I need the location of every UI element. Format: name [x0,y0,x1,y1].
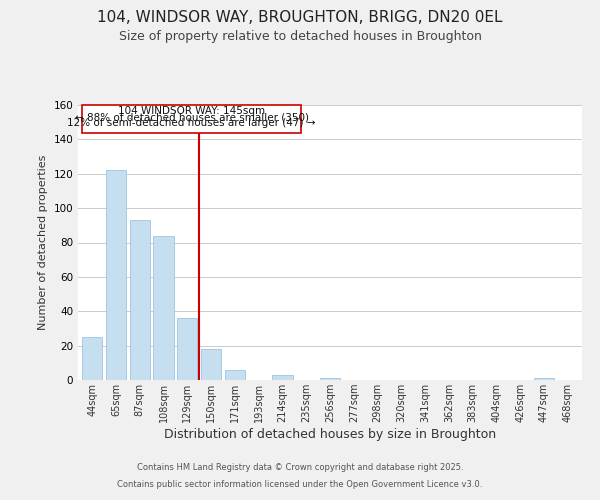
Bar [106,170,126,380]
Text: 12% of semi-detached houses are larger (47) →: 12% of semi-detached houses are larger (… [67,118,316,128]
Bar [225,370,245,380]
X-axis label: Distribution of detached houses by size in Broughton: Distribution of detached houses by size … [164,428,496,441]
Bar [82,337,103,380]
FancyBboxPatch shape [82,105,301,134]
Bar [534,378,554,380]
Text: Size of property relative to detached houses in Broughton: Size of property relative to detached ho… [119,30,481,43]
Bar [130,220,150,380]
Y-axis label: Number of detached properties: Number of detached properties [38,155,48,330]
Text: 104 WINDSOR WAY: 145sqm: 104 WINDSOR WAY: 145sqm [118,106,265,117]
Text: Contains HM Land Registry data © Crown copyright and database right 2025.: Contains HM Land Registry data © Crown c… [137,464,463,472]
Text: Contains public sector information licensed under the Open Government Licence v3: Contains public sector information licen… [118,480,482,489]
Bar [201,349,221,380]
Text: ← 88% of detached houses are smaller (350): ← 88% of detached houses are smaller (35… [74,112,308,122]
Bar [177,318,197,380]
Bar [154,236,173,380]
Bar [272,375,293,380]
Bar [320,378,340,380]
Text: 104, WINDSOR WAY, BROUGHTON, BRIGG, DN20 0EL: 104, WINDSOR WAY, BROUGHTON, BRIGG, DN20… [97,10,503,25]
